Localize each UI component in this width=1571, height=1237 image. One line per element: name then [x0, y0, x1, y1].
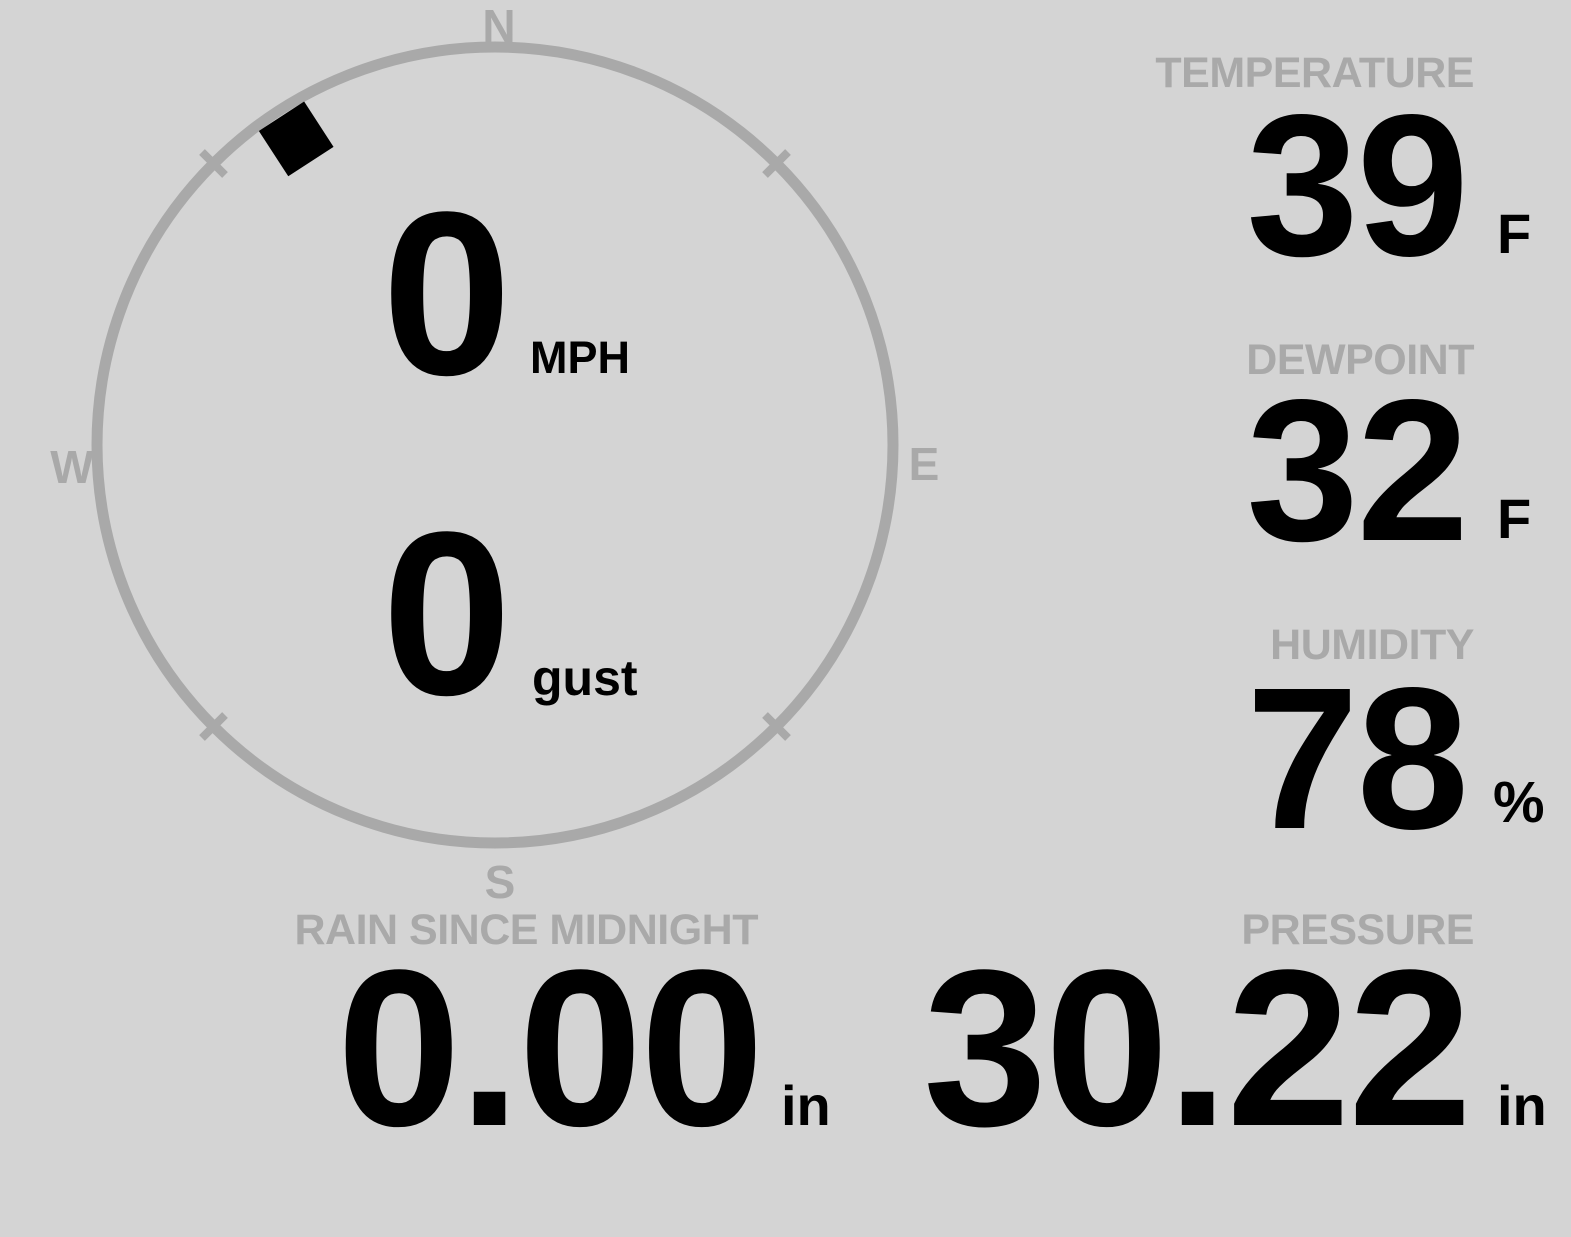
- wind-speed-unit: MPH: [530, 332, 630, 383]
- humidity-value: 78: [1246, 645, 1469, 871]
- wind-gust-unit: gust: [532, 650, 638, 706]
- pressure-unit: in: [1497, 1074, 1547, 1137]
- dewpoint-unit: F: [1497, 487, 1532, 550]
- compass-label-east: E: [908, 438, 940, 490]
- temperature-label: TEMPERATURE: [1155, 49, 1474, 97]
- rain-label: RAIN SINCE MIDNIGHT: [294, 906, 759, 954]
- compass-tick-ne: [762, 149, 791, 178]
- humidity-unit: %: [1493, 770, 1545, 835]
- wind-compass: [91, 41, 899, 849]
- pressure-value: 30.22: [923, 924, 1472, 1173]
- compass-label-west: W: [50, 441, 94, 493]
- compass-label-north: N: [482, 0, 516, 52]
- pressure-label: PRESSURE: [1241, 906, 1474, 954]
- temperature-unit: F: [1497, 202, 1532, 265]
- dewpoint-label: DEWPOINT: [1246, 336, 1474, 384]
- dewpoint-value: 32: [1246, 357, 1469, 583]
- compass-label-south: S: [484, 856, 516, 908]
- rain-value: 0.00: [336, 924, 764, 1173]
- compass-ring: [91, 41, 899, 849]
- compass-tick-sw: [199, 712, 228, 741]
- rain-unit: in: [781, 1074, 831, 1137]
- humidity-label: HUMIDITY: [1270, 621, 1474, 669]
- wind-speed-value: 0: [382, 164, 512, 424]
- wind-direction-marker: [258, 101, 334, 177]
- compass-tick-nw: [199, 149, 228, 178]
- wind-gust-value: 0: [382, 484, 512, 744]
- compass-tick-se: [762, 712, 791, 741]
- compass-ticks: [199, 149, 791, 741]
- temperature-value: 39: [1246, 72, 1469, 298]
